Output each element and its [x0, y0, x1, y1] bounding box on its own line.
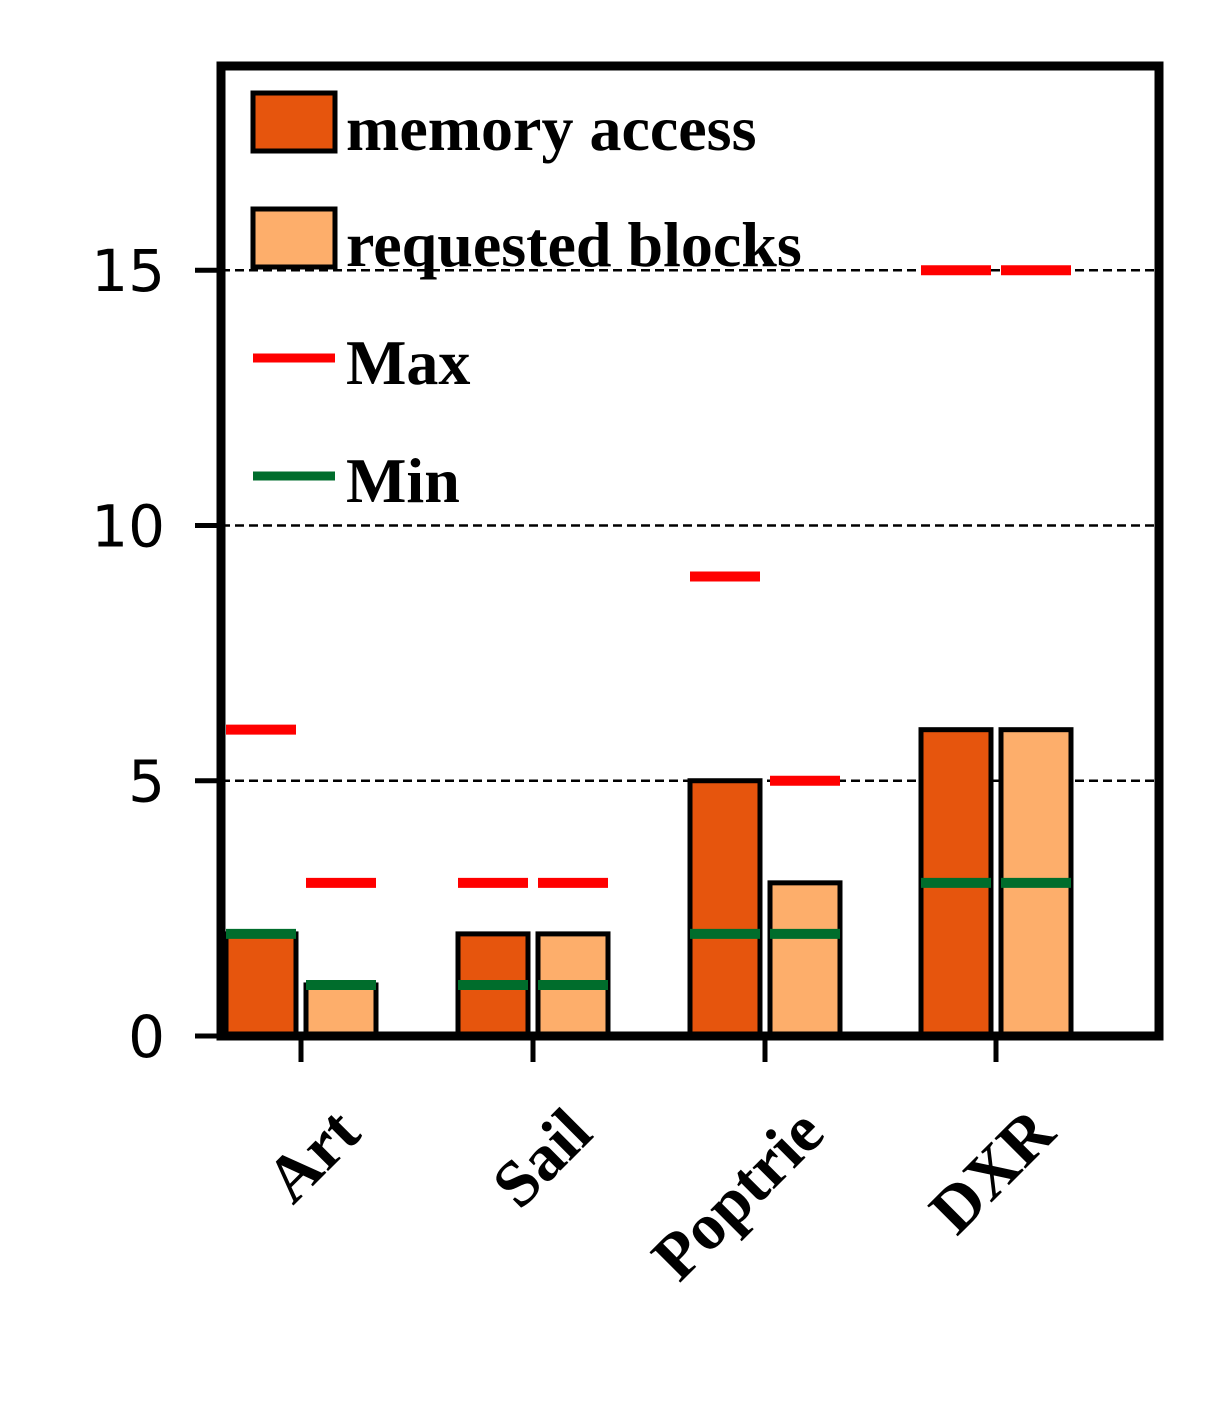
- x-tick-label-dxr: DXR: [916, 1094, 1070, 1248]
- plot-frame: [216, 61, 1164, 1041]
- bar-art-memory-access: [223, 931, 299, 1039]
- y-tick-label: 5: [128, 748, 165, 816]
- x-tick-label-art: Art: [252, 1095, 374, 1217]
- legend-label-memory-access: memory access: [346, 93, 756, 164]
- max-min-markers: [226, 265, 1071, 990]
- legend-swatch-memory-access: [250, 90, 338, 154]
- y-tick-label: 15: [91, 237, 165, 305]
- x-tick-label-poptrie: Poptrie: [638, 1095, 837, 1294]
- y-tick-label: 0: [128, 1003, 165, 1071]
- legend: memory access requested blocks Max Min: [250, 90, 802, 516]
- bar-art-requested-blocks: [303, 982, 379, 1039]
- legend-label-requested-blocks: requested blocks: [346, 209, 802, 280]
- y-tick-label: 10: [91, 492, 165, 560]
- legend-label-max: Max: [346, 327, 470, 398]
- legend-swatch-requested-blocks: [250, 206, 338, 270]
- bar-poptrie-memory-access: [687, 778, 763, 1039]
- y-axis: 0 5 10 15: [91, 237, 221, 1071]
- legend-label-min: Min: [346, 445, 460, 516]
- bar-poptrie-requested-blocks: [767, 880, 843, 1039]
- x-axis: Art Sail Poptrie DXR: [252, 1036, 1070, 1294]
- x-tick-label-sail: Sail: [479, 1095, 606, 1222]
